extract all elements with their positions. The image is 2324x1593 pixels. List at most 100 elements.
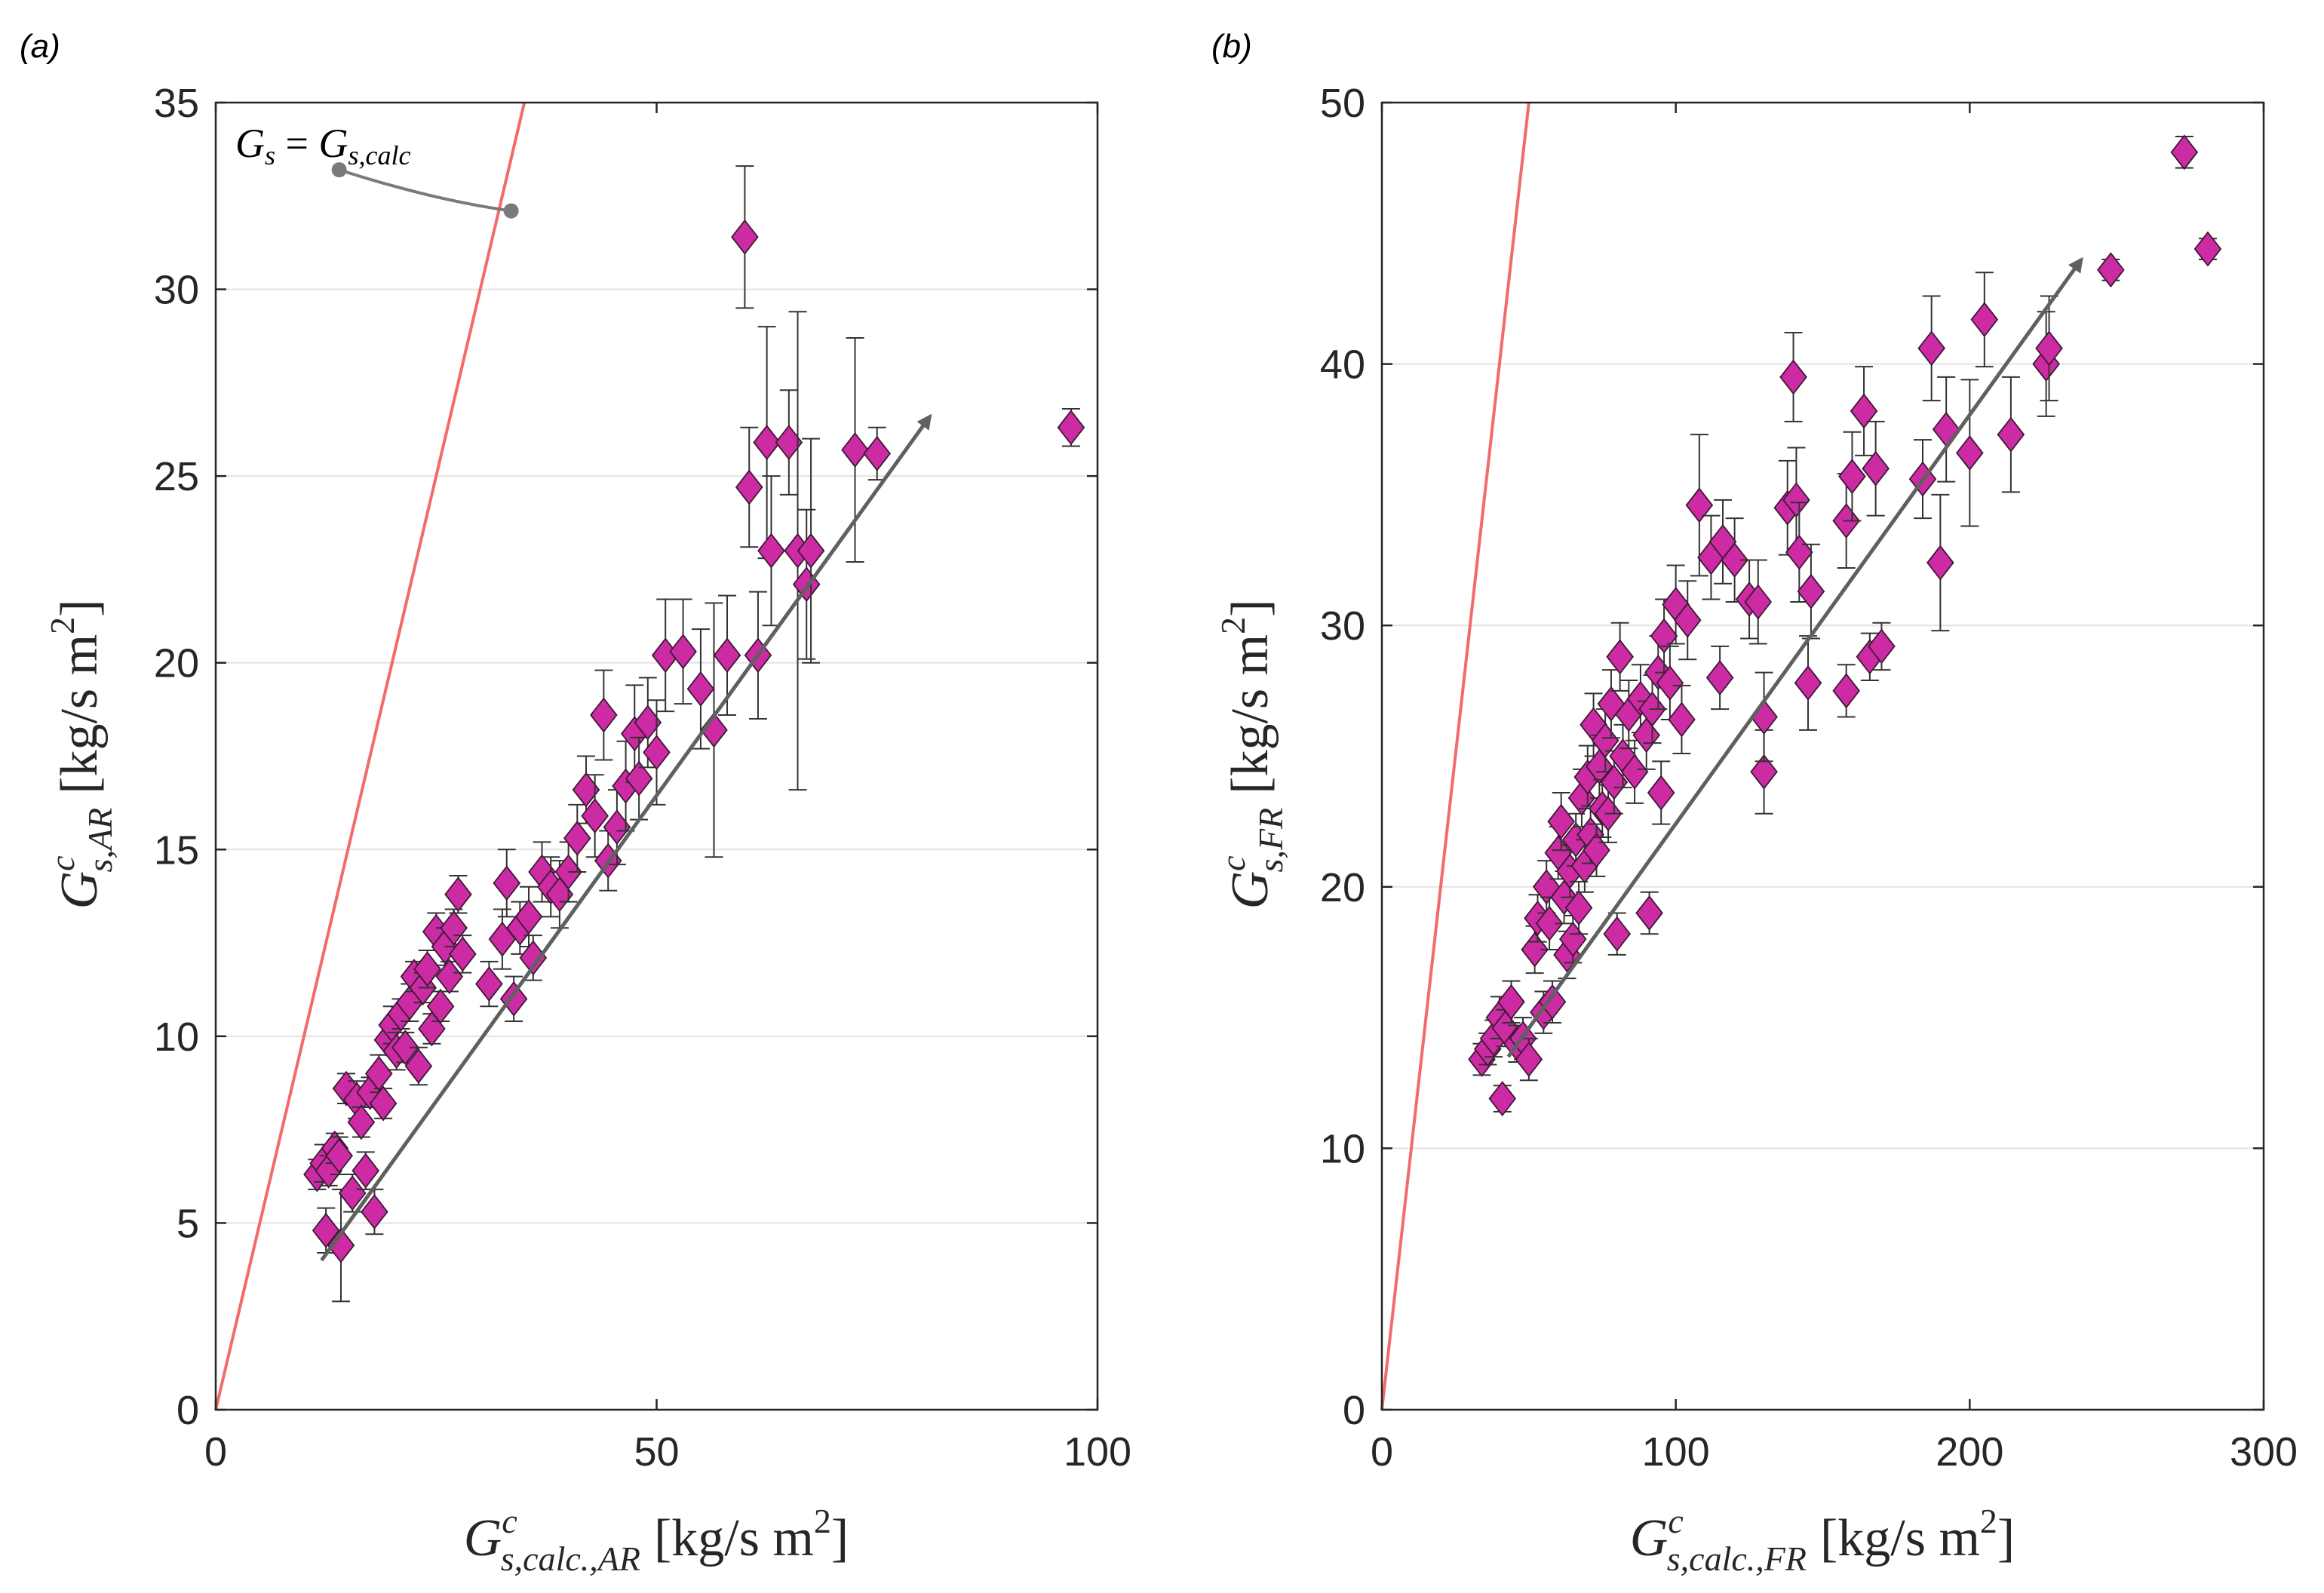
diamond-marker — [391, 1030, 419, 1066]
diamond-marker — [590, 697, 618, 733]
data-point — [863, 426, 892, 481]
y-tick-label: 0 — [177, 1388, 199, 1433]
data-point — [440, 908, 468, 948]
plot-frame-b — [1380, 101, 2265, 1411]
tick-labels-b: 0 10 20 30 40 50 0 100 200 300 — [1320, 81, 2298, 1475]
x-tick-label: 0 — [204, 1429, 227, 1475]
y-tick-label: 50 — [1320, 81, 1365, 126]
y-tick-label: 0 — [1343, 1388, 1365, 1433]
data-point — [1488, 1081, 1517, 1117]
data-point — [1564, 880, 1593, 935]
data-point — [2194, 231, 2222, 267]
annotation-dot — [331, 162, 347, 178]
y-tick-label: 10 — [1320, 1126, 1365, 1171]
diamond-marker — [352, 1153, 380, 1189]
diamond-marker — [1656, 665, 1684, 701]
panel-label-b: (b) — [1211, 28, 1252, 65]
diamond-marker — [1603, 916, 1632, 952]
diamond-marker — [625, 760, 653, 796]
diamond-marker — [440, 910, 468, 946]
trend-arrow-a — [320, 413, 932, 1262]
data-point — [488, 908, 517, 970]
x-axis-label-b: Gc s,calc.,FR [kg/s m2] — [1630, 1502, 2015, 1578]
x-tick-label: 200 — [1936, 1429, 2003, 1475]
y-axis-label-b: Gcs,FR[kg/s m2] — [1214, 600, 1290, 910]
data-point — [475, 960, 503, 1008]
diamond-marker — [475, 966, 503, 1002]
diamond-marker — [1932, 411, 1960, 447]
data-point — [700, 602, 728, 858]
data-point — [1932, 376, 1960, 483]
data-point — [435, 959, 464, 995]
diamond-marker — [499, 981, 528, 1017]
diamond-marker — [700, 712, 728, 748]
diamond-marker — [1497, 984, 1525, 1020]
diamond-marker — [1721, 542, 1748, 579]
data-point — [1535, 896, 1564, 950]
data-point — [1603, 912, 1632, 956]
diamond-marker — [581, 798, 609, 834]
data-point — [841, 336, 869, 563]
data-point — [669, 598, 697, 705]
diamond-marker — [364, 1055, 393, 1091]
tick-labels-a: 0 5 10 15 20 25 30 35 0 50 100 — [154, 81, 1131, 1475]
data-point — [2097, 252, 2125, 288]
data-point — [643, 699, 671, 806]
identity-line-b — [1380, 102, 1530, 1410]
diamond-marker — [1970, 302, 1999, 338]
y-tick-label: 25 — [154, 454, 199, 499]
diamond-marker — [361, 1194, 388, 1230]
data-point — [449, 935, 477, 974]
data-point — [1606, 622, 1634, 692]
diamond-marker — [1685, 487, 1714, 523]
diamond-marker — [669, 634, 697, 670]
x-tick-label: 100 — [1064, 1429, 1131, 1475]
diamond-marker — [863, 435, 892, 471]
data-point — [1668, 684, 1696, 755]
diamond-marker — [735, 469, 763, 505]
diamond-marker — [1673, 602, 1702, 638]
x-axis-label-a: Gc s,calc.,AR [kg/s m2] — [464, 1502, 849, 1578]
data-point — [1497, 980, 1525, 1024]
y-tick-label: 5 — [177, 1201, 199, 1246]
diamond-marker — [1488, 1081, 1517, 1117]
diamond-marker — [2035, 330, 2063, 367]
data-point — [1868, 622, 1896, 671]
diamond-marker — [435, 959, 464, 995]
diamond-marker — [413, 951, 441, 987]
data-point — [731, 165, 759, 309]
diamond-marker — [347, 1104, 376, 1140]
data-point — [757, 475, 785, 627]
annotation-leader — [339, 168, 511, 213]
data-point — [1917, 295, 1945, 402]
diamond-marker — [1705, 660, 1734, 695]
diamond-marker — [2170, 134, 2199, 170]
data-point — [686, 628, 715, 750]
data-point — [1832, 664, 1860, 718]
diamond-marker — [338, 1175, 367, 1211]
data-point — [563, 803, 591, 873]
diamond-marker — [1862, 450, 1890, 486]
diamond-marker — [404, 1048, 433, 1084]
identity-annotation-text: Gs = Gs,calc — [235, 121, 410, 170]
diamond-marker — [1782, 482, 1810, 518]
diamond-marker — [686, 671, 715, 707]
x-tick-label: 0 — [1371, 1429, 1393, 1475]
y-tick-label: 30 — [154, 268, 199, 313]
data-point — [1515, 1037, 1543, 1082]
data-point — [404, 1046, 433, 1086]
diamond-marker — [643, 735, 671, 771]
diamond-marker — [841, 432, 869, 468]
diamond-marker — [731, 219, 759, 255]
diamond-marker — [493, 865, 521, 901]
diamond-marker — [1535, 905, 1564, 941]
diamond-marker — [1744, 584, 1773, 620]
data-point — [2170, 134, 2199, 170]
diamond-marker — [1917, 330, 1945, 367]
data-point — [1779, 332, 1807, 422]
data-point — [1794, 635, 1822, 731]
diamond-marker — [1868, 628, 1896, 665]
diamond-marker — [1538, 984, 1567, 1020]
data-point — [590, 669, 618, 761]
